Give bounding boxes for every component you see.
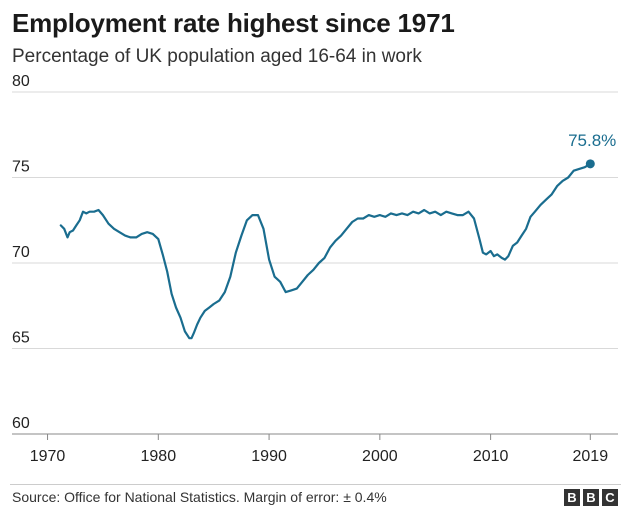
bbc-logo: B B C (564, 489, 618, 506)
x-tick-label: 2000 (362, 448, 398, 465)
y-tick-label: 65 (12, 330, 30, 347)
series-line-0 (59, 162, 592, 340)
logo-letter-c: C (602, 489, 618, 506)
logo-letter-b1: B (564, 489, 580, 506)
x-tick-label: 1970 (30, 448, 66, 465)
chart-subtitle: Percentage of UK population aged 16-64 i… (12, 46, 422, 67)
x-tick-label: 1980 (141, 448, 177, 465)
latest-value-label: 75.8% (568, 131, 616, 150)
footer-divider (10, 484, 621, 485)
latest-value-point (585, 159, 595, 169)
y-tick-label: 70 (12, 244, 30, 261)
x-tick-label: 2019 (573, 448, 609, 465)
source-note: Source: Office for National Statistics. … (12, 489, 387, 505)
logo-letter-b2: B (583, 489, 599, 506)
y-tick-label: 80 (12, 73, 30, 90)
y-tick-label: 75 (12, 159, 30, 176)
x-tick-label: 2010 (473, 448, 509, 465)
chart-title: Employment rate highest since 1971 (12, 8, 455, 38)
y-tick-label: 60 (12, 415, 30, 432)
x-tick-label: 1990 (251, 448, 287, 465)
